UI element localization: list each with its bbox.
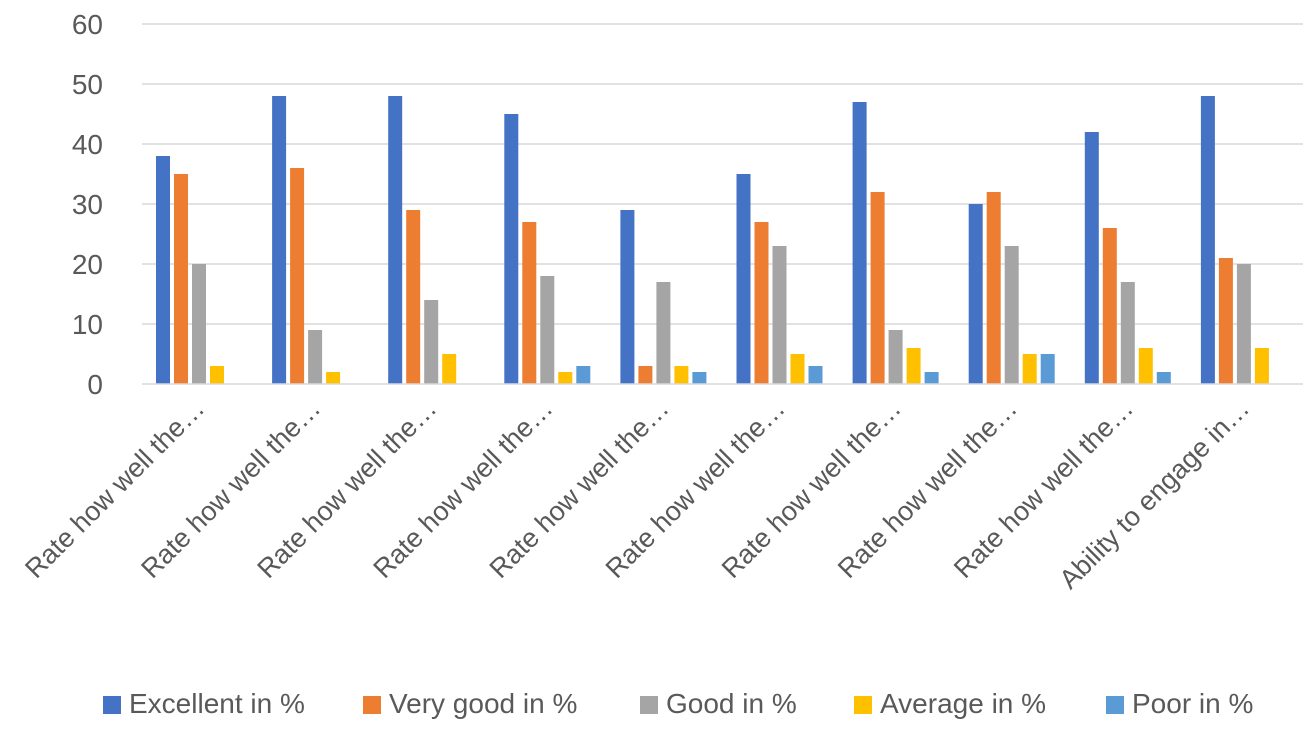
bar — [442, 354, 457, 384]
bar — [888, 330, 903, 384]
bar — [424, 300, 439, 384]
bar — [290, 168, 305, 384]
bar — [736, 174, 751, 384]
bar — [986, 192, 1001, 384]
bar — [326, 372, 341, 384]
bar — [808, 366, 823, 384]
bar — [406, 210, 421, 384]
bar — [1040, 354, 1055, 384]
y-tick-label: 40 — [72, 129, 103, 160]
bar — [870, 192, 885, 384]
bar — [1120, 282, 1135, 384]
bar — [558, 372, 573, 384]
legend-swatch — [854, 696, 872, 714]
y-tick-label: 20 — [72, 249, 103, 280]
y-tick-label: 60 — [72, 9, 103, 40]
legend-swatch — [1106, 696, 1124, 714]
bar — [576, 366, 591, 384]
bar — [772, 246, 787, 384]
bar — [692, 372, 707, 384]
bar — [638, 366, 653, 384]
bar — [1200, 96, 1215, 384]
legend-label: Poor in % — [1132, 688, 1253, 719]
bars — [156, 96, 1269, 384]
bar — [1156, 372, 1171, 384]
bar — [1254, 348, 1269, 384]
bar — [620, 210, 635, 384]
bar — [1218, 258, 1233, 384]
bar — [1004, 246, 1019, 384]
y-axis-ticks: 0 10 20 30 40 50 60 — [72, 9, 103, 400]
legend: Excellent in % Very good in % Good in % Ave… — [103, 688, 1253, 719]
legend-label: Average in % — [880, 688, 1046, 719]
bar — [388, 96, 403, 384]
y-tick-label: 50 — [72, 69, 103, 100]
legend-label: Very good in % — [389, 688, 577, 719]
bar — [790, 354, 805, 384]
bar — [192, 264, 206, 384]
bar — [1022, 354, 1037, 384]
bar — [852, 102, 867, 384]
y-tick-label: 0 — [87, 369, 103, 400]
bar — [924, 372, 939, 384]
bar — [540, 276, 555, 384]
bar — [1102, 228, 1117, 384]
x-category-label: Ability to engage in… — [1054, 393, 1256, 595]
legend-swatch — [103, 696, 121, 714]
bar — [1236, 264, 1251, 384]
bar — [156, 156, 170, 384]
gridlines — [142, 23, 1303, 325]
bar — [522, 222, 537, 384]
bar — [674, 366, 689, 384]
legend-item: Average in % — [854, 688, 1046, 719]
legend-item: Poor in % — [1106, 688, 1253, 719]
bar — [174, 174, 188, 384]
y-tick-label: 10 — [72, 309, 103, 340]
bar — [656, 282, 671, 384]
bar — [968, 204, 983, 384]
legend-swatch — [363, 696, 381, 714]
legend-item: Good in % — [640, 688, 797, 719]
bar — [1084, 132, 1099, 384]
x-axis-labels: Rate how well the…Rate how well the…Rate… — [19, 393, 1255, 595]
bar — [210, 366, 224, 384]
bar — [754, 222, 769, 384]
bar — [308, 330, 323, 384]
legend-swatch — [640, 696, 658, 714]
legend-label: Good in % — [666, 688, 797, 719]
legend-label: Excellent in % — [129, 688, 305, 719]
legend-item: Excellent in % — [103, 688, 305, 719]
bar — [906, 348, 921, 384]
bar — [272, 96, 287, 384]
y-tick-label: 30 — [72, 189, 103, 220]
bar — [1138, 348, 1153, 384]
bar — [504, 114, 519, 384]
legend-item: Very good in % — [363, 688, 577, 719]
